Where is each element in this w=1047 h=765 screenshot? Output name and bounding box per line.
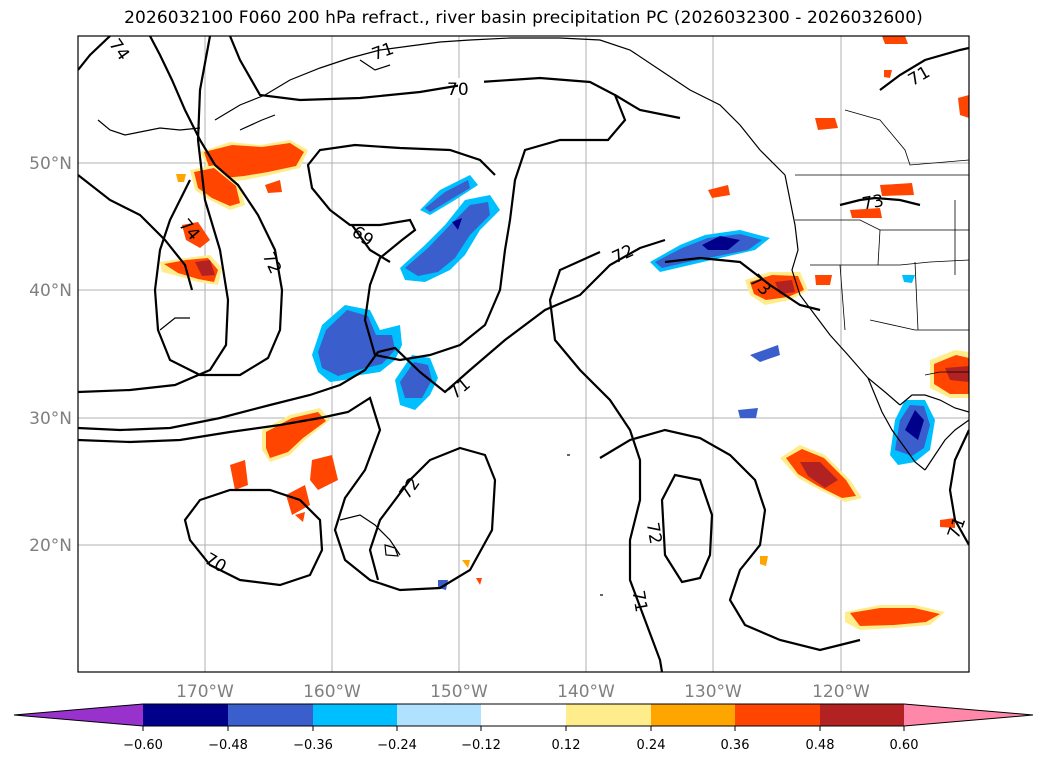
lat-label-40n: 40°N: [29, 281, 72, 301]
colorbar-bin: [820, 704, 904, 726]
contour-73: [664, 256, 821, 312]
contour-label: 71: [627, 589, 650, 614]
contour-label: 70: [447, 80, 469, 100]
lat-label-30n: 30°N: [29, 409, 72, 429]
colorbar-tick-label: 0.12: [552, 738, 581, 753]
contour-72-central: [78, 396, 497, 592]
lon-label-170w: 170°W: [176, 682, 234, 702]
map-panel: [78, 36, 969, 672]
precip-positive-anomalies: [160, 36, 969, 630]
graticule: [78, 36, 969, 672]
lon-label-160w: 160°W: [303, 682, 361, 702]
colorbar-tick-label: 0.24: [637, 738, 666, 753]
colorbar-tick-label: −0.36: [293, 738, 333, 753]
colorbar-bin: [566, 704, 651, 726]
map-title: 2026032100 F060 200 hPa refract., river …: [124, 8, 923, 28]
contour-69: [351, 224, 391, 263]
baja-peninsula: [867, 377, 926, 471]
colorbar: −0.60 −0.48 −0.36 −0.24 −0.12 0.12 0.24 …: [13, 703, 1034, 753]
colorbar-bin: [651, 704, 735, 726]
contour-74-southwest: [78, 174, 194, 291]
contour-71-north: [78, 36, 230, 394]
contour-70-southwest: [183, 488, 324, 587]
contour-71-central: [78, 238, 666, 432]
colorbar-extend-min: [14, 704, 143, 726]
colorbar-bin: [228, 704, 313, 726]
colorbar-bin: [481, 704, 566, 726]
colorbar-tick-label: 0.36: [721, 738, 750, 753]
contour-72-east: [548, 250, 664, 672]
north-america-west-coast: [784, 174, 901, 406]
alaska-coast: [214, 37, 786, 176]
lon-label-130w: 130°W: [684, 682, 742, 702]
mexico-coast: [924, 419, 969, 471]
colorbar-tick-label: −0.12: [461, 738, 501, 753]
colorbar-tick-label: −0.48: [208, 738, 248, 753]
contour-label: 73: [861, 191, 886, 214]
colorbar-bin: [397, 704, 481, 726]
political-borders: [795, 109, 969, 376]
contour-71-east: [948, 429, 969, 546]
lon-label-140w: 140°W: [557, 682, 615, 702]
contour-74-west: [78, 36, 111, 71]
coastlines: [97, 37, 969, 596]
contour-71-south: [599, 428, 861, 652]
longitude-labels: 170°W 160°W 150°W 140°W 130°W 120°W: [176, 682, 870, 702]
map-frame: [77, 35, 970, 673]
contour-70-south: [660, 473, 714, 584]
contour-72-west: [149, 36, 284, 377]
lat-label-20n: 20°N: [29, 536, 72, 556]
colorbar-tick-label: 0.48: [806, 738, 835, 753]
colorbar-bin: [143, 704, 228, 726]
lon-label-120w: 120°W: [812, 682, 870, 702]
refractivity-contours: [78, 36, 969, 672]
colorbar-bin: [735, 704, 820, 726]
contour-71-northeast: [879, 46, 969, 91]
lon-label-150w: 150°W: [430, 682, 488, 702]
colorbar-extend-max: [904, 704, 1033, 726]
colorbar-tick-label: −0.60: [123, 738, 163, 753]
contour-70-north: [228, 36, 627, 362]
lat-label-50n: 50°N: [29, 154, 72, 174]
contour-73-northeast: [839, 196, 921, 207]
latitude-labels: 50°N 40°N 30°N 20°N: [29, 154, 72, 556]
colorbar-bin: [313, 704, 397, 726]
colorbar-tick-label: 0.60: [890, 738, 919, 753]
contour-label: 72: [642, 521, 665, 546]
colorbar-tick-label: −0.24: [377, 738, 417, 753]
